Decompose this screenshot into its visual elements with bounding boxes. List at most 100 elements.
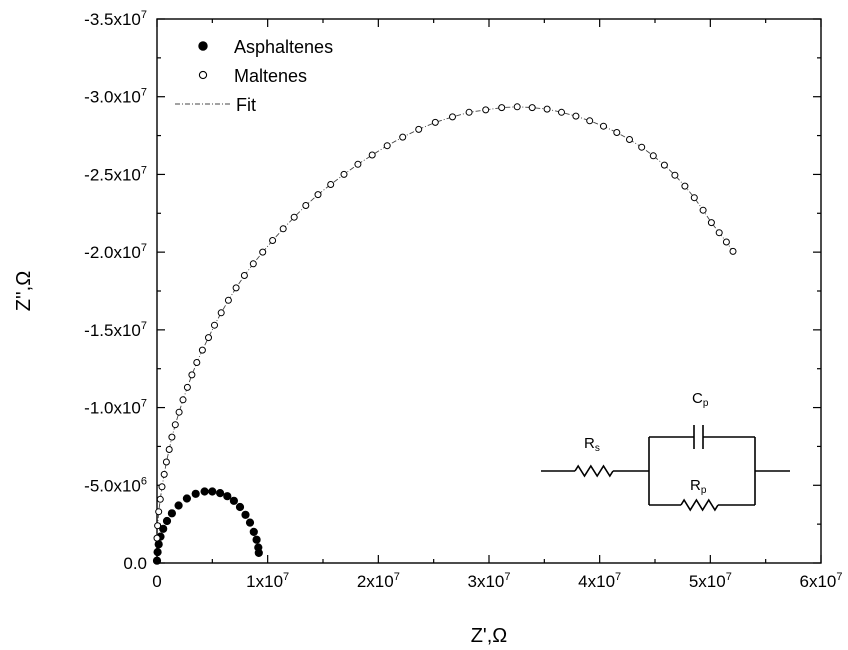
cp-label: Cp: [692, 390, 709, 409]
maltenes-point: [158, 483, 166, 491]
maltenes-point: [160, 470, 168, 478]
maltenes-point: [638, 143, 646, 151]
maltenes-point: [543, 105, 551, 113]
maltenes-point: [193, 359, 201, 366]
legend-label: Fit: [236, 95, 256, 115]
maltenes-point: [354, 160, 362, 168]
maltenes-series: [153, 103, 737, 542]
asphaltenes-point: [182, 494, 191, 503]
y-tick-label: -3.0x107: [84, 87, 147, 107]
maltenes-point: [600, 122, 607, 130]
maltenes-point: [290, 213, 298, 221]
y-tick-label: 0.0: [123, 554, 147, 573]
maltenes-point: [179, 396, 187, 404]
y-tick-label: -3.5x107: [84, 9, 147, 29]
asphaltenes-point: [167, 509, 176, 518]
plot-frame: [156, 18, 822, 564]
legend-marker-maltenes: [198, 70, 208, 80]
maltenes-point: [660, 161, 668, 169]
asphaltenes-point: [154, 540, 163, 549]
maltenes-point: [155, 508, 163, 516]
rp-label: Rp: [690, 477, 707, 496]
maltenes-point: [154, 522, 162, 530]
maltenes-point: [205, 334, 212, 342]
y-tick-label: -2.5x107: [84, 164, 147, 184]
y-axis-title: Z'',Ω: [13, 271, 35, 311]
maltenes-point: [211, 321, 218, 329]
tick-marks: 0 1x107 2x107 3x107 4x107 5x107 6x107 0.0 -5.0x1…: [84, 9, 842, 591]
legend: Asphaltenes Maltenes Fit: [175, 37, 333, 115]
asphaltenes-point: [162, 516, 172, 526]
maltenes-point: [729, 247, 737, 255]
maltenes-point: [168, 433, 176, 441]
x-tick-label: 3x107: [468, 571, 511, 591]
asphaltenes-point: [252, 535, 261, 544]
asphaltenes-point: [153, 547, 162, 557]
asphaltenes-point: [216, 489, 225, 498]
x-tick-label: 4x107: [578, 571, 621, 591]
asphaltenes-point: [174, 501, 183, 510]
asphaltenes-point: [241, 510, 250, 519]
maltenes-point: [340, 170, 348, 178]
maltenes-point: [671, 171, 679, 179]
x-tick-label: 0: [152, 572, 161, 591]
maltenes-point: [279, 225, 287, 233]
maltenes-point: [368, 151, 376, 159]
maltenes-point: [449, 113, 456, 121]
rs-label: Rs: [584, 435, 600, 454]
maltenes-point: [259, 248, 267, 256]
maltenes-point: [722, 238, 730, 246]
asphaltenes-point: [208, 487, 217, 496]
maltenes-point: [153, 534, 161, 542]
x-tick-label: 1x107: [246, 571, 289, 591]
y-tick-label: -2.0x107: [84, 242, 147, 262]
asphaltenes-series: [152, 487, 263, 565]
maltenes-point: [188, 371, 196, 379]
maltenes-point: [224, 296, 232, 304]
x-tick-label: 2x107: [357, 571, 400, 591]
maltenes-point: [498, 104, 506, 112]
asphaltenes-point: [229, 496, 238, 505]
maltenes-point: [198, 346, 206, 354]
x-tick-label: 5x107: [689, 571, 732, 591]
maltenes-point: [513, 103, 521, 111]
asphaltenes-point: [200, 487, 209, 496]
maltenes-point: [572, 112, 580, 120]
maltenes-point: [156, 495, 164, 503]
x-tick-label: 6x107: [800, 571, 843, 591]
maltenes-point: [586, 117, 594, 125]
asphaltenes-point: [152, 556, 162, 565]
maltenes-point: [699, 206, 707, 214]
maltenes-point: [649, 152, 657, 160]
asphaltenes-point: [191, 489, 200, 498]
x-axis-title: Z',Ω: [471, 625, 508, 647]
maltenes-point: [232, 284, 240, 292]
maltenes-point: [383, 142, 391, 150]
maltenes-point: [314, 191, 322, 199]
maltenes-point: [626, 136, 633, 143]
maltenes-point: [415, 125, 423, 133]
maltenes-point: [175, 408, 183, 416]
asphaltenes-point: [235, 502, 245, 512]
fit-line: [156, 106, 734, 539]
maltenes-point: [165, 446, 173, 453]
maltenes-point: [707, 219, 715, 227]
asphaltenes-point: [249, 527, 258, 537]
asphaltenes-point: [245, 518, 255, 527]
maltenes-point: [465, 108, 473, 116]
y-tick-label: -5.0x106: [84, 475, 147, 495]
y-tick-label: -1.0x107: [84, 398, 147, 418]
maltenes-point: [558, 108, 565, 116]
maltenes-point: [399, 133, 407, 141]
fit-curve: [156, 106, 734, 539]
maltenes-point: [482, 106, 490, 114]
maltenes-point: [715, 229, 723, 237]
maltenes-point: [613, 129, 621, 136]
asphaltenes-point: [159, 524, 168, 533]
maltenes-point: [249, 260, 257, 268]
maltenes-point: [269, 237, 277, 244]
equivalent-circuit: Rs Cp Rp: [541, 390, 790, 512]
maltenes-point: [690, 194, 698, 202]
legend-label: Asphaltenes: [234, 37, 333, 57]
